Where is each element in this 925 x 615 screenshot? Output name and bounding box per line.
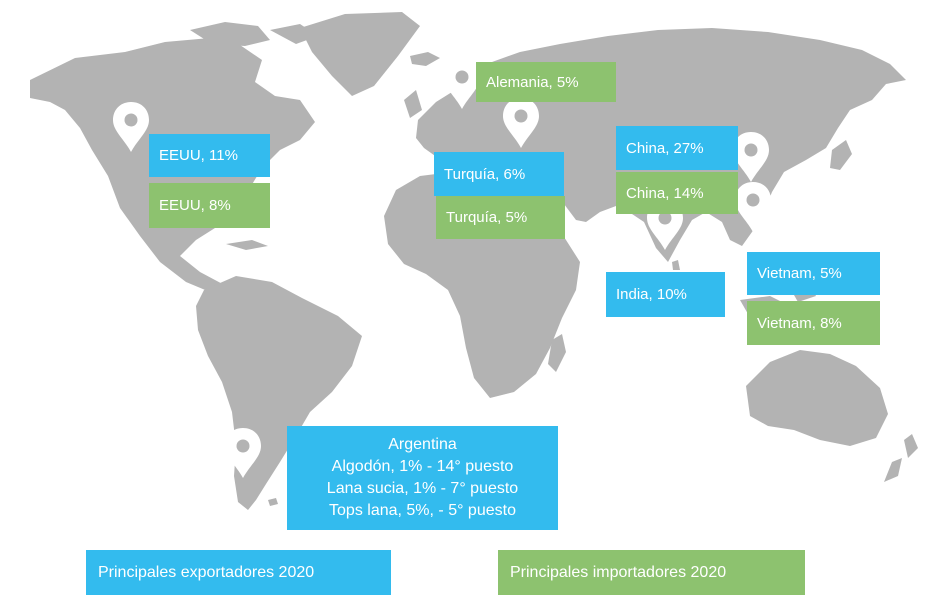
madagascar (548, 334, 566, 372)
label-eeuu-exporter: EEUU, 11% (149, 134, 270, 177)
greenland-landmass (300, 12, 420, 96)
label-china-exporter: China, 27% (616, 126, 738, 170)
new-zealand (884, 458, 902, 482)
argentina-line: Lana sucia, 1% - 7° puesto (326, 480, 519, 497)
sri-lanka (672, 260, 680, 270)
label-turquia-importer: Turquía, 5% (436, 196, 565, 239)
falkland-islands (268, 498, 278, 506)
label-eeuu-importer: EEUU, 8% (149, 183, 270, 228)
label-india-exporter: India, 10% (606, 272, 725, 317)
iceland (410, 52, 440, 66)
label-china-importer: China, 14% (616, 172, 738, 214)
british-isles (404, 90, 422, 118)
new-zealand (904, 434, 918, 458)
japan-islands (830, 140, 852, 170)
arctic-islands (190, 22, 270, 46)
legend-importers: Principales importadores 2020 (498, 550, 805, 595)
argentina-title: Argentina (388, 436, 457, 453)
label-vietnam-exporter: Vietnam, 5% (747, 252, 880, 295)
label-alemania-importer: Alemania, 5% (476, 62, 616, 102)
label-vietnam-importer: Vietnam, 8% (747, 301, 880, 345)
argentina-info-box: Argentina Algodón, 1% - 14° puesto Lana … (287, 426, 558, 530)
argentina-line: Tops lana, 5%, - 5° puesto (329, 502, 516, 519)
argentina-line: Algodón, 1% - 14° puesto (331, 458, 514, 475)
australia-landmass (746, 350, 888, 446)
legend-exporters: Principales exportadores 2020 (86, 550, 391, 595)
caribbean-islands (226, 240, 268, 250)
label-turquia-exporter: Turquía, 6% (434, 152, 564, 196)
